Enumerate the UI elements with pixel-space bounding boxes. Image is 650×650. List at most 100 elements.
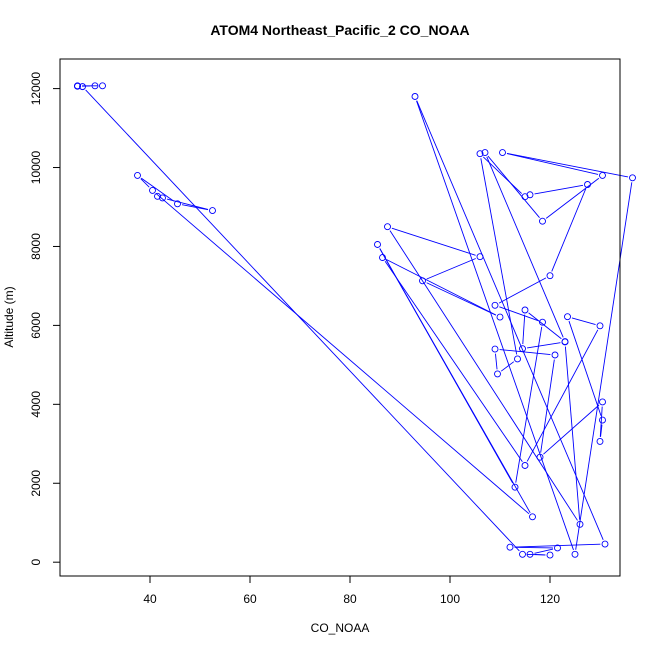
series-segment: [166, 198, 209, 210]
data-point: [91, 82, 99, 90]
data-point: [599, 398, 606, 406]
series-segment: [534, 184, 584, 195]
y-tick-label: 12000: [29, 72, 43, 106]
series-segment: [426, 258, 476, 280]
series-segment: [522, 314, 526, 345]
x-axis-label: CO_NOAA: [311, 621, 370, 635]
series-segment: [140, 178, 150, 188]
plot-frame: [59, 58, 621, 577]
chart-title: ATOM4 Northeast_Pacific_2 CO_NOAA: [210, 22, 469, 38]
data-point: [496, 313, 504, 321]
series-segment: [599, 406, 603, 437]
y-tick-label: 4000: [29, 391, 43, 418]
y-tick-label: 2000: [29, 470, 43, 497]
series-segment: [526, 329, 599, 462]
data-point: [514, 355, 521, 363]
data-point: [379, 254, 386, 261]
series-layer: [74, 82, 636, 559]
data-point: [491, 301, 499, 309]
data-point: [584, 181, 591, 188]
data-point: [536, 453, 544, 461]
data-point: [159, 194, 166, 202]
data-point: [481, 149, 489, 156]
data-point: [209, 207, 216, 214]
series-segment: [499, 306, 539, 322]
series-segment: [528, 312, 562, 340]
series-segment: [495, 353, 498, 370]
x-tick-label: 40: [143, 592, 157, 606]
series-segment: [499, 349, 551, 355]
y-tick-label: 8000: [29, 233, 43, 260]
data-point: [539, 217, 546, 225]
series-segment: [515, 326, 543, 483]
data-point: [551, 351, 559, 359]
series-segment: [140, 177, 175, 202]
series-segment: [506, 153, 599, 175]
data-point: [134, 171, 141, 179]
series-segment: [426, 282, 497, 316]
series-segment: [416, 100, 574, 551]
series-segment: [543, 404, 600, 455]
data-point: [411, 93, 419, 100]
data-point: [596, 437, 604, 445]
data-point: [526, 191, 534, 199]
data-point: [476, 253, 484, 261]
series-segment: [155, 193, 530, 515]
series-segment: [483, 156, 522, 194]
series-segment: [575, 182, 633, 550]
data-point: [74, 82, 81, 90]
series-segment: [540, 359, 555, 453]
series-segment: [514, 546, 553, 549]
data-point: [511, 483, 519, 491]
data-point: [539, 318, 546, 326]
series-segment: [379, 248, 531, 514]
data-point: [174, 200, 181, 208]
x-tick-label: 60: [243, 592, 257, 606]
data-point: [554, 544, 561, 552]
data-point: [576, 520, 584, 528]
series-segment: [391, 227, 476, 256]
series-segment: [534, 548, 554, 554]
data-point: [599, 171, 606, 179]
series-segment: [487, 155, 540, 218]
data-point: [519, 345, 526, 353]
x-axis: 40 60 80 100 120: [143, 575, 560, 606]
series-segment: [498, 277, 547, 304]
data-point: [419, 277, 426, 285]
series-segment: [506, 152, 629, 178]
y-tick-label: 10000: [29, 151, 43, 185]
data-point: [476, 150, 484, 158]
series-segment: [486, 156, 564, 338]
data-point: [154, 192, 161, 200]
series-segment: [386, 259, 497, 316]
series-segment: [526, 342, 561, 349]
data-point: [529, 513, 536, 521]
x-tick-label: 120: [540, 592, 560, 606]
data-point: [599, 416, 606, 424]
x-tick-label: 100: [440, 592, 460, 606]
series-segment: [564, 346, 581, 520]
data-point: [526, 550, 534, 558]
data-point: [546, 272, 554, 280]
data-point: [596, 322, 604, 330]
data-point: [506, 543, 514, 551]
series-segment: [568, 320, 602, 416]
series-segment: [500, 361, 515, 372]
data-point: [601, 540, 609, 548]
series-segment: [384, 261, 523, 462]
data-point: [374, 241, 381, 248]
data-point: [494, 370, 501, 378]
series-segment: [181, 204, 209, 211]
data-point: [561, 338, 569, 346]
x-tick-label: 80: [343, 592, 357, 606]
data-point: [571, 550, 579, 558]
data-point: [521, 306, 529, 314]
data-point: [629, 174, 636, 182]
data-point: [546, 551, 554, 559]
series-segment: [85, 89, 520, 552]
y-tick-label: 0: [29, 559, 43, 566]
y-axis: 0 2000 4000 6000 8000 10000 12000: [29, 72, 61, 566]
series-segment: [389, 230, 578, 521]
data-point: [384, 223, 391, 231]
